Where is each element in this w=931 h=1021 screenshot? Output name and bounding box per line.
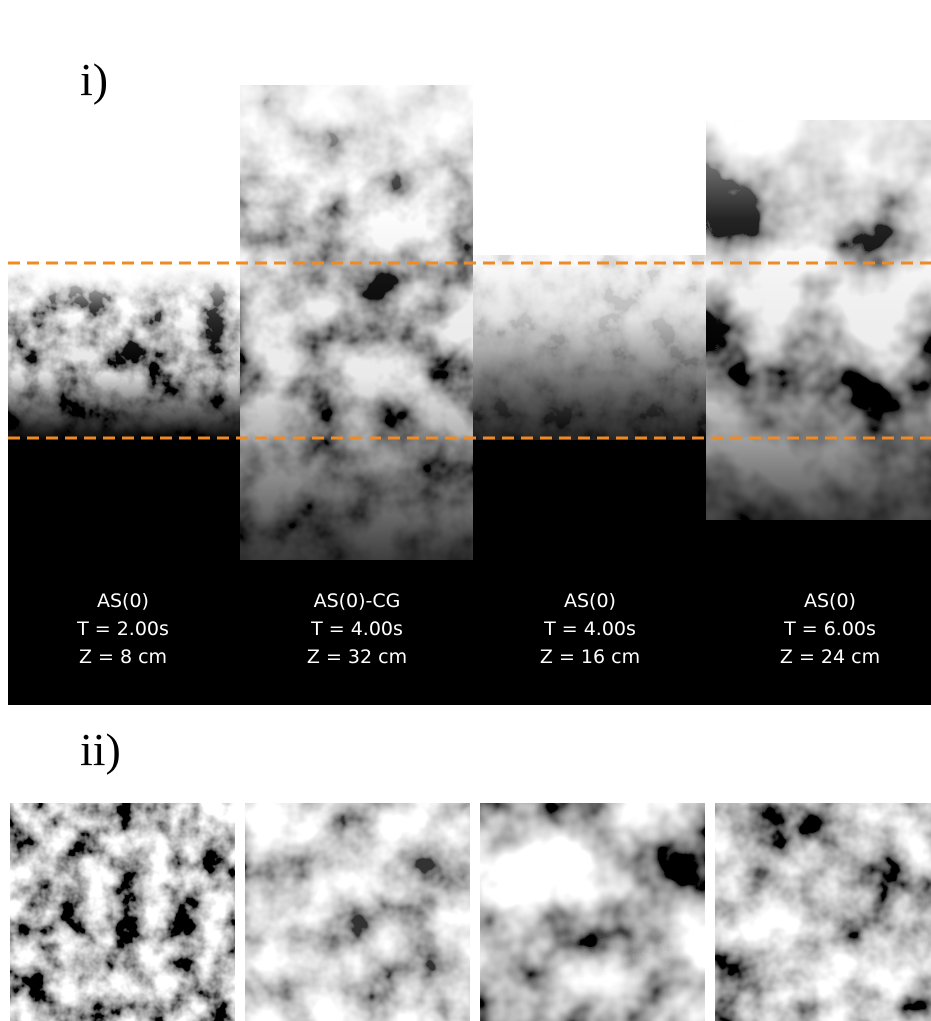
caption-line: Z = 8 cm [79, 646, 167, 668]
plume-base [240, 560, 473, 590]
caption-line: AS(0) [564, 590, 616, 612]
caption-line: AS(0)-CG [314, 590, 401, 612]
cross-section-image [10, 803, 235, 1021]
panel-label: i) [80, 54, 108, 105]
caption-line: T = 4.00s [543, 618, 636, 640]
plume-fade [8, 268, 240, 442]
caption-line: T = 2.00s [76, 618, 169, 640]
caption-line: Z = 24 cm [780, 646, 880, 668]
panel-i: i) AS(0) T = 2.00s Z = 8 cm AS(0)-CG T = 4.0… [8, 54, 931, 705]
panel-label: ii) [80, 724, 121, 775]
cross-section-image [245, 803, 470, 1021]
caption-line: Z = 16 cm [540, 646, 640, 668]
caption-line: T = 6.00s [783, 618, 876, 640]
panel-ii: ii) [10, 724, 931, 1021]
caption-line: AS(0) [804, 590, 856, 612]
caption-line: Z = 32 cm [307, 646, 407, 668]
caption-line: T = 4.00s [310, 618, 403, 640]
plume-fade [706, 118, 931, 522]
caption-line: AS(0) [97, 590, 149, 612]
captions: AS(0) T = 2.00s Z = 8 cm AS(0)-CG T = 4.00s Z… [76, 590, 880, 668]
plume-fade [240, 83, 473, 572]
cross-section-image [480, 803, 705, 1021]
plume-texture [473, 255, 706, 440]
cross-section-image [715, 803, 931, 1021]
